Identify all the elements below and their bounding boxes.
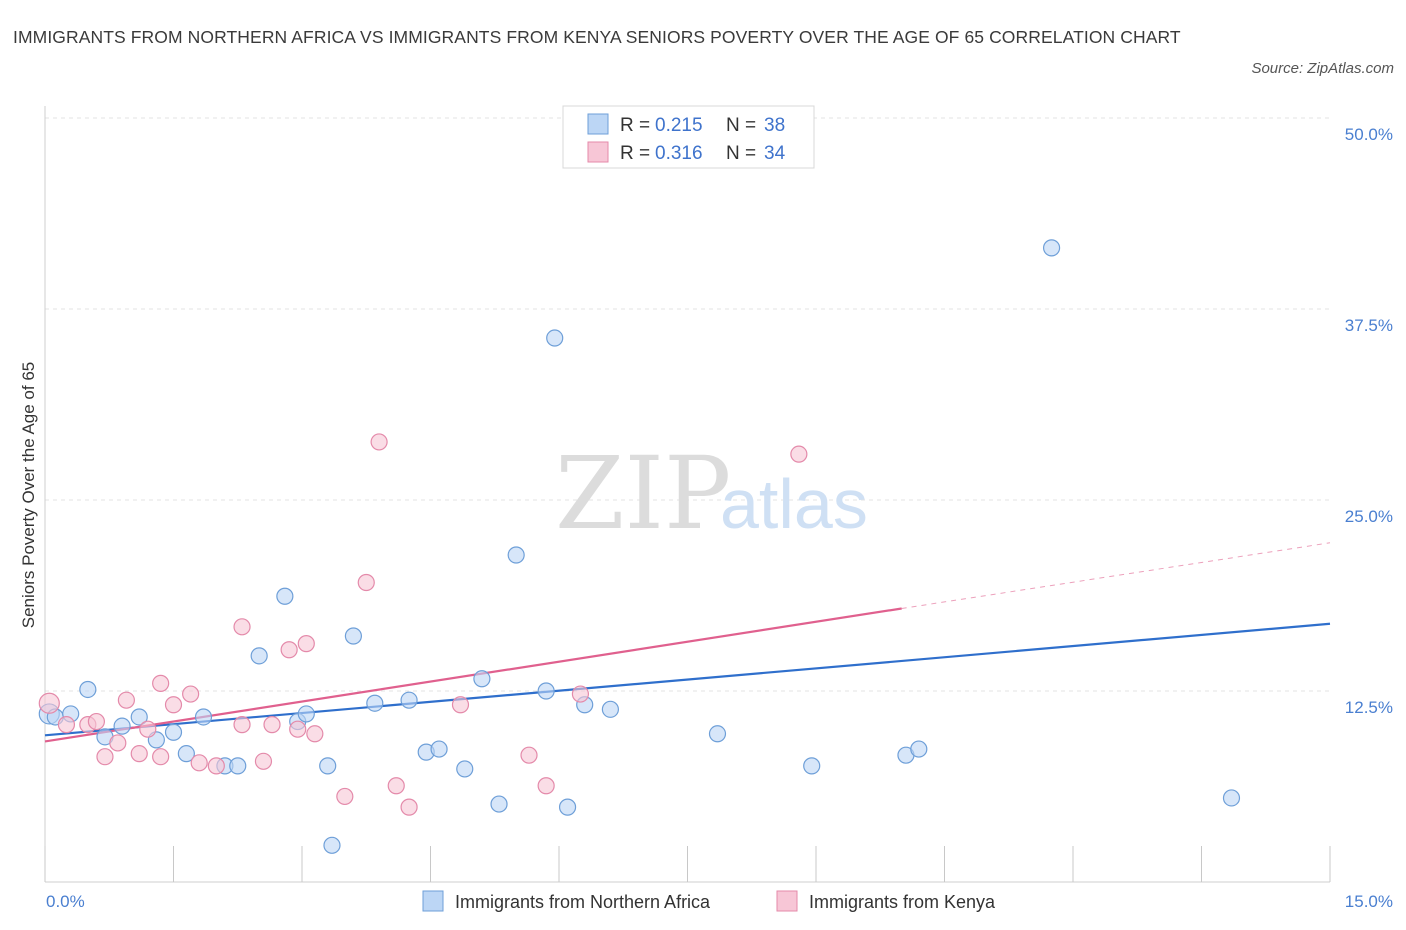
data-point-northern-africa-33 — [708, 725, 727, 743]
legend-r-label-northern-africa: R = — [620, 115, 650, 136]
data-point-northern-africa-25 — [473, 670, 491, 688]
data-point-kenya-1 — [57, 716, 76, 734]
data-point-kenya-7 — [130, 745, 148, 763]
data-point-northern-africa-23 — [430, 740, 448, 758]
y-tick-label-3: 50.0% — [1345, 125, 1393, 144]
trend-line-kenya — [44, 607, 902, 743]
legend-r-value-kenya: 0.316 — [655, 143, 703, 164]
axis-layer — [44, 106, 1331, 883]
data-point-northern-africa-28 — [537, 682, 555, 700]
y-tick-label-2: 37.5% — [1345, 316, 1393, 335]
trend-line-extension-kenya — [901, 542, 1331, 609]
data-point-northern-africa-3 — [79, 680, 97, 699]
data-point-kenya-11 — [164, 696, 183, 714]
legend-swatch-northern-africa — [587, 113, 609, 135]
legend-r-value-northern-africa: 0.215 — [655, 115, 703, 136]
legend-swatch-kenya — [587, 141, 609, 163]
tick-label-layer: 12.5% 25.0% 37.5% 50.0% 0.0% 15.0% — [46, 125, 1393, 911]
data-point-kenya-19 — [280, 641, 298, 659]
watermark: ZIP atlas — [555, 435, 868, 552]
data-point-northern-africa-17 — [319, 757, 337, 775]
bottom-legend-swatch-kenya — [776, 890, 798, 912]
bottom-legend-label-kenya: Immigrants from Kenya — [809, 892, 996, 912]
data-point-kenya-0 — [38, 692, 60, 714]
data-point-kenya-29 — [520, 746, 538, 764]
data-point-kenya-26 — [387, 777, 405, 795]
data-point-northern-africa-13 — [250, 647, 268, 665]
data-point-northern-africa-6 — [130, 708, 148, 726]
data-point-northern-africa-36 — [910, 740, 928, 758]
data-point-kenya-16 — [233, 618, 251, 636]
data-point-kenya-20 — [289, 720, 307, 738]
data-point-northern-africa-9 — [177, 745, 195, 763]
legend-r-label-kenya: R = — [620, 143, 650, 164]
chart-title: IMMIGRANTS FROM NORTHERN AFRICA VS IMMIG… — [13, 27, 1181, 47]
data-point-northern-africa-5 — [113, 717, 131, 735]
data-point-northern-africa-18 — [323, 836, 341, 854]
data-point-northern-africa-34 — [803, 757, 821, 775]
data-point-northern-africa-19 — [344, 627, 362, 645]
grid-layer — [45, 117, 1330, 692]
data-point-northern-africa-26 — [490, 795, 508, 813]
data-point-kenya-17 — [254, 752, 273, 770]
data-point-kenya-22 — [306, 725, 324, 743]
data-point-kenya-5 — [109, 734, 127, 752]
data-point-northern-africa-29 — [546, 329, 564, 347]
trend-line-northern-africa — [44, 622, 1331, 737]
y-tick-label-1: 25.0% — [1345, 507, 1393, 526]
data-point-kenya-30 — [537, 777, 555, 795]
bottom-legend-label-northern-africa: Immigrants from Northern Africa — [455, 892, 711, 912]
chart-source: Source: ZipAtlas.com — [1251, 60, 1394, 77]
data-point-kenya-24 — [357, 573, 375, 592]
data-point-northern-africa-12 — [229, 757, 247, 775]
data-point-northern-africa-8 — [164, 723, 183, 741]
data-point-kenya-12 — [182, 685, 200, 703]
data-point-northern-africa-24 — [456, 760, 474, 778]
data-point-kenya-32 — [790, 445, 808, 463]
data-point-kenya-23 — [336, 787, 354, 806]
data-point-kenya-6 — [117, 691, 135, 709]
data-point-kenya-14 — [207, 757, 225, 775]
data-point-northern-africa-21 — [400, 691, 418, 709]
legend-n-label-kenya: N = — [726, 143, 756, 164]
data-point-northern-africa-10 — [194, 708, 213, 726]
data-point-kenya-18 — [263, 716, 281, 734]
data-point-kenya-13 — [190, 754, 208, 772]
data-point-kenya-15 — [233, 716, 251, 734]
data-point-kenya-27 — [400, 798, 418, 816]
series-legend: Immigrants from Northern Africa Immigran… — [422, 890, 996, 912]
x-tick-label-1: 15.0% — [1345, 892, 1393, 911]
point-layer — [38, 239, 1241, 854]
x-tick-label-0: 0.0% — [46, 892, 85, 911]
data-point-northern-africa-38 — [1222, 789, 1241, 807]
data-point-kenya-31 — [571, 685, 590, 703]
data-point-kenya-9 — [152, 748, 170, 766]
trend-layer — [44, 542, 1331, 743]
legend-n-label-northern-africa: N = — [726, 115, 756, 136]
data-point-kenya-4 — [96, 748, 114, 766]
watermark-zip: ZIP — [555, 435, 731, 552]
data-point-northern-africa-20 — [366, 694, 384, 712]
legend-n-value-kenya: 34 — [764, 143, 786, 164]
data-point-northern-africa-32 — [601, 700, 620, 718]
data-point-kenya-8 — [139, 720, 157, 738]
data-point-kenya-10 — [152, 674, 170, 692]
bottom-legend-swatch-northern-africa — [422, 890, 444, 912]
data-point-northern-africa-14 — [276, 587, 294, 605]
stats-legend: R = 0.215 N = 38 R = 0.316 N = 34 — [562, 105, 815, 169]
data-point-northern-africa-16 — [297, 705, 315, 723]
data-point-kenya-21 — [297, 635, 315, 653]
data-point-northern-africa-30 — [558, 798, 577, 816]
y-tick-label-0: 12.5% — [1345, 698, 1393, 717]
data-point-kenya-25 — [370, 433, 388, 451]
data-point-kenya-3 — [87, 712, 106, 731]
data-point-northern-africa-27 — [507, 546, 525, 564]
watermark-atlas: atlas — [720, 465, 868, 543]
data-point-kenya-28 — [451, 696, 470, 714]
legend-n-value-northern-africa: 38 — [764, 115, 785, 136]
data-point-northern-africa-37 — [1042, 239, 1061, 257]
y-axis-label: Seniors Poverty Over the Age of 65 — [19, 362, 38, 628]
